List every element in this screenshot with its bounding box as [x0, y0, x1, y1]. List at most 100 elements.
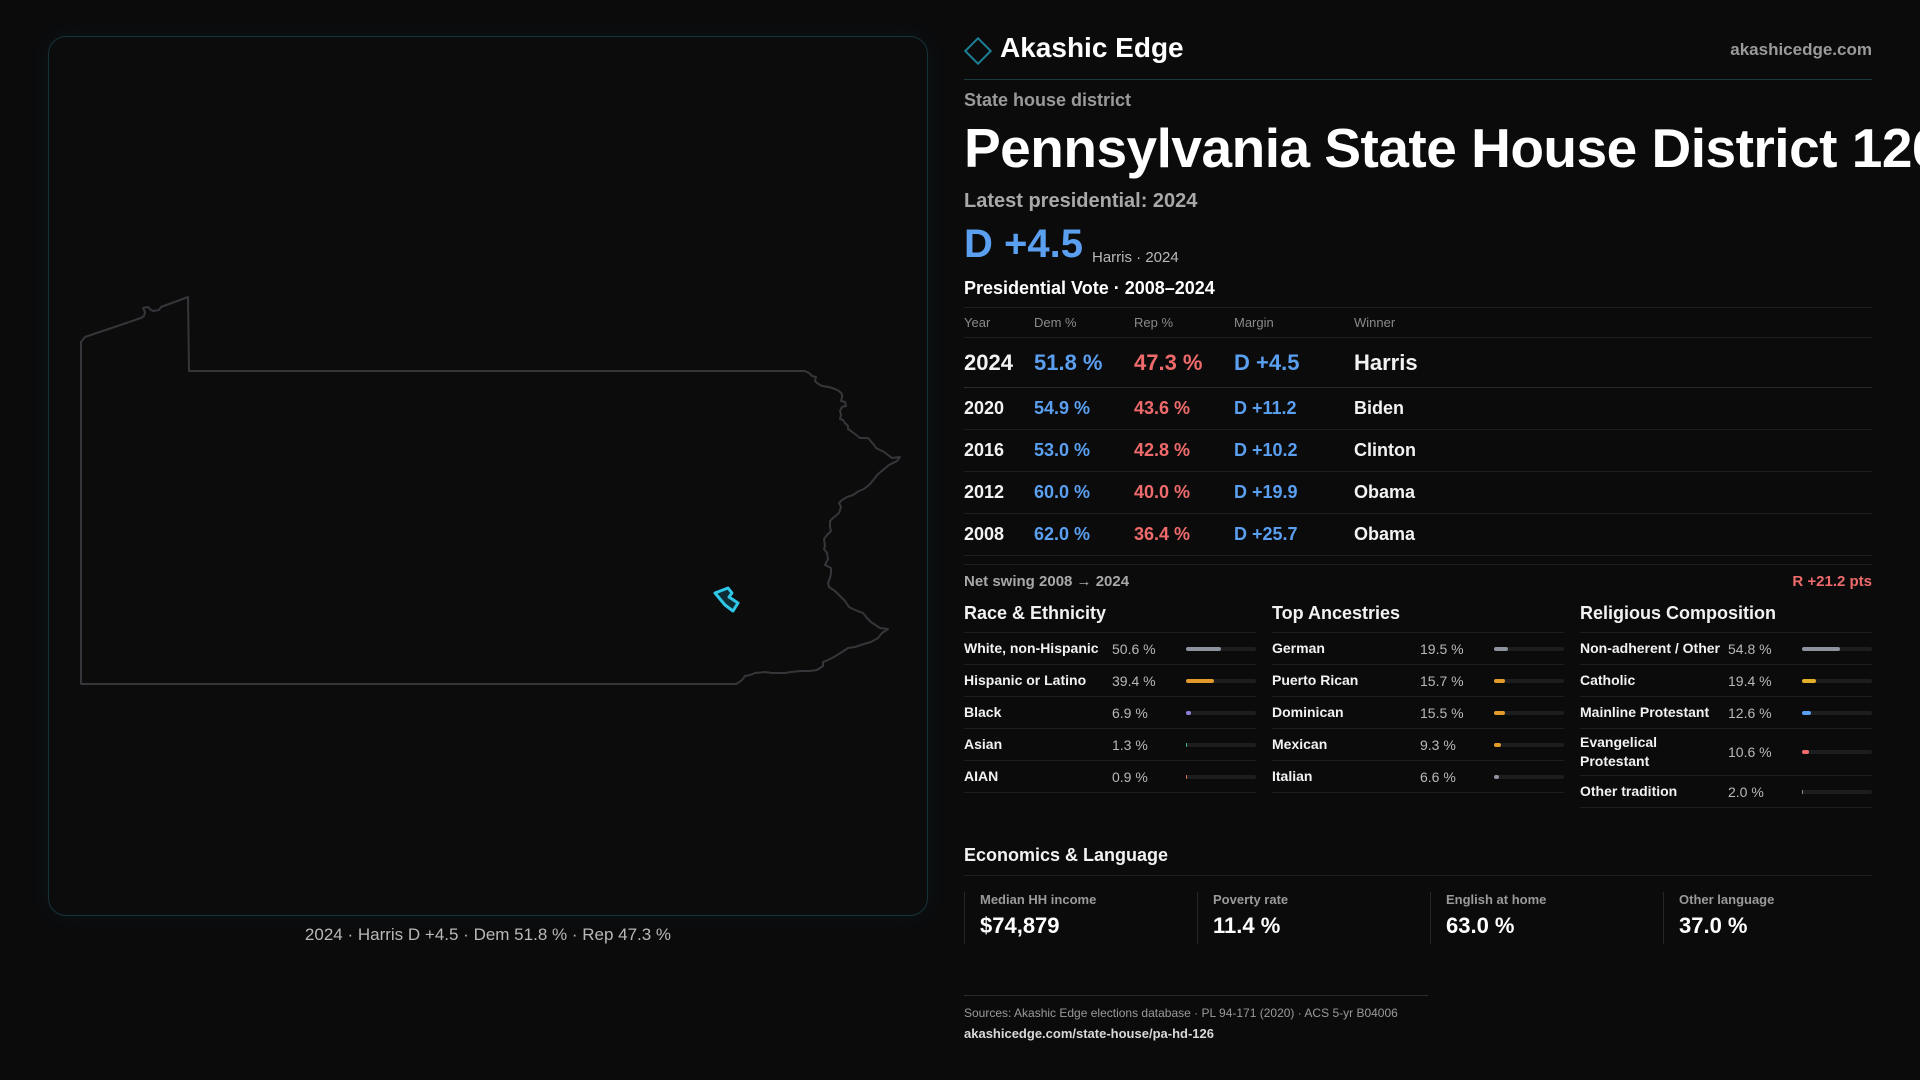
stat-value: 11.4 %: [1213, 913, 1281, 938]
item-bar-fill: [1802, 646, 1841, 651]
item-bar-fill: [1802, 789, 1804, 794]
item-label: Mexican: [1272, 736, 1328, 752]
race-ethnicity-section: Race & Ethnicity White, non-Hispanic 50.…: [964, 603, 1256, 793]
item-pct: 15.7 %: [1420, 672, 1464, 689]
list-item: Evangelical Protestant 10.6 %: [1580, 729, 1872, 776]
economics-divider: [964, 875, 1872, 876]
stat-label: Median HH income: [980, 892, 1097, 907]
stat-median-income: Median HH income $74,879: [964, 892, 1184, 944]
row-margin: D +11.2: [1234, 398, 1297, 418]
item-bar-fill: [1494, 678, 1505, 683]
latest-presidential-label: Latest presidential: 2024: [964, 190, 1198, 212]
brand-name: Akashic Edge: [1000, 32, 1184, 63]
row-margin: D +10.2: [1234, 440, 1298, 460]
list-item: Other tradition 2.0 %: [1580, 776, 1872, 808]
list-item: Catholic 19.4 %: [1580, 665, 1872, 697]
row-rep: 36.4 %: [1134, 524, 1191, 544]
item-bar: [1494, 646, 1564, 651]
item-bar: [1802, 710, 1872, 715]
page-url-link[interactable]: akashicedge.com/state-house/pa-hd-126: [964, 1026, 1214, 1041]
item-pct: 6.6 %: [1420, 768, 1456, 785]
stat-label: English at home: [1446, 892, 1547, 907]
net-swing-label: Net swing 2008 → 2024: [964, 573, 1130, 590]
item-label: Mainline Protestant: [1580, 704, 1710, 720]
state-map[interactable]: [49, 37, 929, 917]
stat-poverty-rate: Poverty rate 11.4 %: [1197, 892, 1417, 944]
row-dem: 60.0 %: [1034, 482, 1091, 502]
stat-value: $74,879: [980, 913, 1060, 938]
item-bar-fill: [1494, 646, 1508, 651]
row-winner: Harris: [1354, 349, 1418, 375]
state-outline: [80, 296, 901, 685]
stat-label: Poverty rate: [1213, 892, 1289, 907]
col-dem: Dem %: [1034, 315, 1077, 330]
item-pct: 6.9 %: [1112, 704, 1148, 721]
row-winner: Obama: [1354, 524, 1416, 544]
item-bar-fill: [1802, 678, 1816, 683]
item-bar-fill: [1186, 742, 1188, 747]
row-year: 2016: [964, 440, 1005, 460]
item-label: Puerto Rican: [1272, 672, 1359, 688]
religious-composition-section: Religious Composition Non-adherent / Oth…: [1580, 603, 1872, 808]
item-pct: 0.9 %: [1112, 768, 1148, 785]
row-year: 2008: [964, 524, 1005, 544]
item-label: Hispanic or Latino: [964, 672, 1087, 688]
list-item: Mexican 9.3 %: [1272, 729, 1564, 761]
item-label: Catholic: [1580, 672, 1636, 688]
item-bar: [1186, 710, 1256, 715]
item-label: Non-adherent / Other: [1580, 640, 1721, 656]
section-title: Race & Ethnicity: [964, 603, 1256, 633]
brand-logo-icon: [963, 36, 993, 66]
row-dem: 62.0 %: [1034, 524, 1091, 544]
row-margin: D +25.7: [1234, 524, 1298, 544]
item-bar-fill: [1802, 750, 1810, 754]
item-label: Evangelical Protestant: [1580, 734, 1658, 769]
district-126-shape[interactable]: [713, 586, 740, 613]
item-bar-fill: [1186, 678, 1214, 683]
site-link[interactable]: akashicedge.com: [1730, 40, 1872, 59]
item-bar: [1802, 646, 1872, 651]
map-caption: 2024 · Harris D +4.5 · Dem 51.8 % · Rep …: [304, 925, 672, 944]
list-item: Mainline Protestant 12.6 %: [1580, 697, 1872, 729]
list-item: Non-adherent / Other 54.8 %: [1580, 633, 1872, 665]
item-label: Italian: [1272, 768, 1313, 784]
row-margin: D +19.9: [1234, 482, 1298, 502]
net-swing-value: R +21.2 pts: [1792, 573, 1872, 590]
map-panel[interactable]: [48, 36, 928, 916]
table-row: 2020 54.9 % 43.6 % D +11.2 Biden: [964, 388, 1872, 430]
item-pct: 50.6 %: [1112, 640, 1156, 657]
district-type: State house district: [964, 90, 1132, 110]
item-label: AIAN: [964, 768, 999, 784]
item-label: German: [1272, 640, 1325, 656]
stat-value: 63.0 %: [1446, 913, 1515, 938]
section-title: Top Ancestries: [1272, 603, 1564, 633]
item-label: White, non-Hispanic: [964, 640, 1099, 656]
item-bar-fill: [1494, 710, 1505, 715]
list-item: Black 6.9 %: [964, 697, 1256, 729]
table-row: 2016 53.0 % 42.8 % D +10.2 Clinton: [964, 430, 1872, 472]
list-item: Asian 1.3 %: [964, 729, 1256, 761]
item-pct: 39.4 %: [1112, 672, 1156, 689]
item-bar: [1802, 789, 1872, 794]
col-winner: Winner: [1354, 315, 1396, 330]
brand[interactable]: Akashic Edge: [963, 32, 1184, 66]
row-rep: 47.3 %: [1134, 349, 1203, 375]
vote-table-title: Presidential Vote · 2008–2024: [964, 278, 1215, 298]
table-header: Year Dem % Rep % Margin Winner: [964, 308, 1872, 338]
item-label: Black: [964, 704, 1002, 720]
economics-title: Economics & Language: [964, 845, 1169, 865]
item-pct: 2.0 %: [1728, 783, 1764, 800]
row-winner: Obama: [1354, 482, 1416, 502]
page-title: Pennsylvania State House District 126: [964, 117, 1920, 179]
item-pct: 12.6 %: [1728, 704, 1772, 721]
stat-english-at-home: English at home 63.0 %: [1430, 892, 1650, 944]
item-bar-fill: [1186, 774, 1188, 779]
item-pct: 19.4 %: [1728, 672, 1772, 689]
item-bar: [1494, 678, 1564, 683]
item-bar-fill: [1186, 646, 1222, 651]
stat-other-language: Other language 37.0 %: [1663, 892, 1883, 944]
list-item: Puerto Rican 15.7 %: [1272, 665, 1564, 697]
item-pct: 19.5 %: [1420, 640, 1464, 657]
item-bar: [1802, 750, 1872, 754]
item-label: Other tradition: [1580, 783, 1678, 799]
